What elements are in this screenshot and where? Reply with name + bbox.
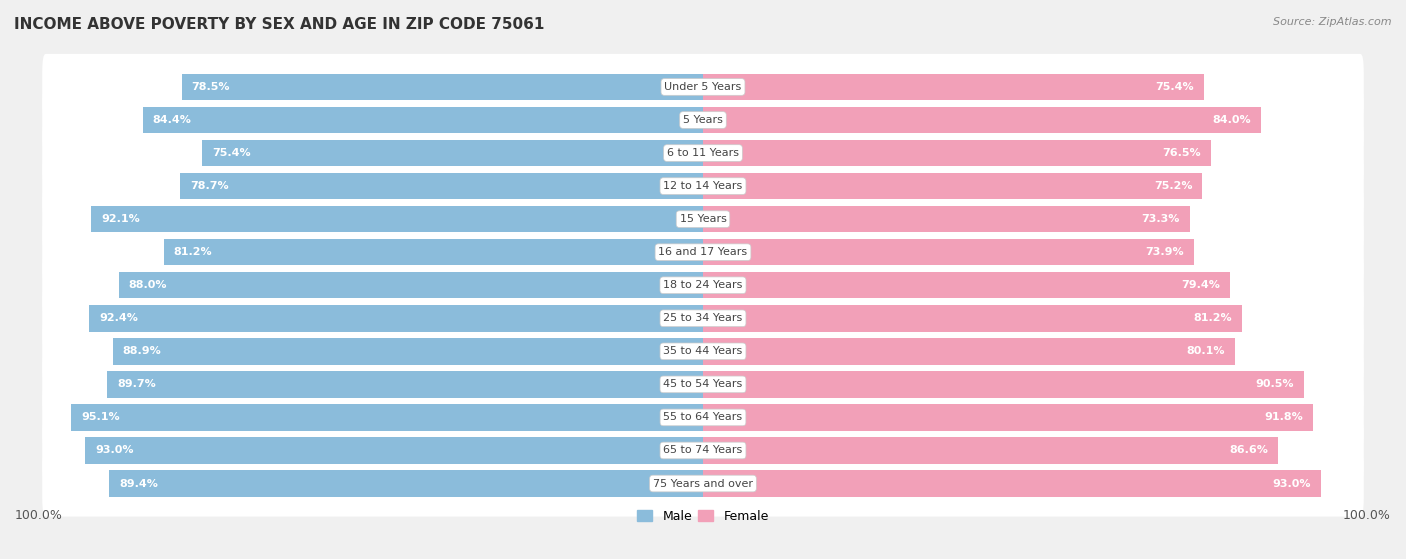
Bar (181, 74, 703, 100)
FancyBboxPatch shape (42, 153, 1364, 219)
FancyBboxPatch shape (42, 418, 1364, 484)
Bar (86, 437, 703, 464)
Text: Source: ZipAtlas.com: Source: ZipAtlas.com (1274, 17, 1392, 27)
FancyBboxPatch shape (42, 87, 1364, 153)
Text: 16 and 17 Years: 16 and 17 Years (658, 247, 748, 257)
Bar (703, 437, 1278, 464)
Text: 45 to 54 Years: 45 to 54 Years (664, 380, 742, 390)
Text: 86.6%: 86.6% (1229, 446, 1268, 456)
Bar (91, 206, 703, 233)
Text: 95.1%: 95.1% (82, 413, 120, 423)
Text: 91.8%: 91.8% (1264, 413, 1302, 423)
FancyBboxPatch shape (42, 120, 1364, 186)
Bar (107, 371, 703, 397)
Text: 6 to 11 Years: 6 to 11 Years (666, 148, 740, 158)
Bar (703, 470, 1320, 497)
Bar (703, 206, 1189, 233)
Text: 81.2%: 81.2% (174, 247, 212, 257)
Bar (112, 338, 703, 364)
FancyBboxPatch shape (42, 186, 1364, 252)
FancyBboxPatch shape (42, 54, 1364, 120)
Text: 75.2%: 75.2% (1154, 181, 1192, 191)
Bar (163, 239, 703, 266)
Text: 92.4%: 92.4% (100, 313, 138, 323)
Bar (703, 140, 1211, 166)
Bar (703, 404, 1313, 430)
Text: 84.0%: 84.0% (1212, 115, 1251, 125)
Text: 12 to 14 Years: 12 to 14 Years (664, 181, 742, 191)
Bar (72, 404, 703, 430)
Text: INCOME ABOVE POVERTY BY SEX AND AGE IN ZIP CODE 75061: INCOME ABOVE POVERTY BY SEX AND AGE IN Z… (14, 17, 544, 32)
Text: 90.5%: 90.5% (1256, 380, 1294, 390)
Bar (703, 371, 1303, 397)
Text: 76.5%: 76.5% (1163, 148, 1201, 158)
FancyBboxPatch shape (42, 252, 1364, 318)
Text: 73.9%: 73.9% (1144, 247, 1184, 257)
Text: 81.2%: 81.2% (1194, 313, 1232, 323)
Text: 18 to 24 Years: 18 to 24 Years (664, 280, 742, 290)
Bar (703, 74, 1204, 100)
Bar (180, 173, 703, 200)
FancyBboxPatch shape (42, 451, 1364, 517)
Legend: Male, Female: Male, Female (633, 505, 773, 528)
Bar (703, 173, 1202, 200)
Text: 89.7%: 89.7% (117, 380, 156, 390)
Text: 75.4%: 75.4% (212, 148, 250, 158)
FancyBboxPatch shape (42, 385, 1364, 451)
Text: 78.7%: 78.7% (190, 181, 229, 191)
Text: 78.5%: 78.5% (191, 82, 231, 92)
Text: 75.4%: 75.4% (1156, 82, 1194, 92)
Text: 88.0%: 88.0% (128, 280, 167, 290)
Text: 25 to 34 Years: 25 to 34 Years (664, 313, 742, 323)
Bar (703, 305, 1243, 331)
Text: 89.4%: 89.4% (120, 479, 157, 489)
Bar (703, 239, 1194, 266)
Text: 65 to 74 Years: 65 to 74 Years (664, 446, 742, 456)
Text: 93.0%: 93.0% (96, 446, 134, 456)
Text: 73.3%: 73.3% (1142, 214, 1180, 224)
Bar (703, 272, 1230, 299)
FancyBboxPatch shape (42, 219, 1364, 285)
Text: 55 to 64 Years: 55 to 64 Years (664, 413, 742, 423)
Text: 79.4%: 79.4% (1181, 280, 1220, 290)
Text: 84.4%: 84.4% (152, 115, 191, 125)
Bar (202, 140, 703, 166)
Bar (110, 470, 703, 497)
Bar (703, 338, 1234, 364)
Text: 92.1%: 92.1% (101, 214, 141, 224)
Bar (703, 107, 1261, 133)
Text: 88.9%: 88.9% (122, 347, 162, 356)
Bar (118, 272, 703, 299)
Text: 93.0%: 93.0% (1272, 479, 1310, 489)
Text: 5 Years: 5 Years (683, 115, 723, 125)
Text: 15 Years: 15 Years (679, 214, 727, 224)
FancyBboxPatch shape (42, 318, 1364, 385)
FancyBboxPatch shape (42, 352, 1364, 418)
Text: Under 5 Years: Under 5 Years (665, 82, 741, 92)
Bar (90, 305, 703, 331)
Text: 75 Years and over: 75 Years and over (652, 479, 754, 489)
Bar (142, 107, 703, 133)
Text: 80.1%: 80.1% (1187, 347, 1225, 356)
Text: 35 to 44 Years: 35 to 44 Years (664, 347, 742, 356)
FancyBboxPatch shape (42, 285, 1364, 352)
